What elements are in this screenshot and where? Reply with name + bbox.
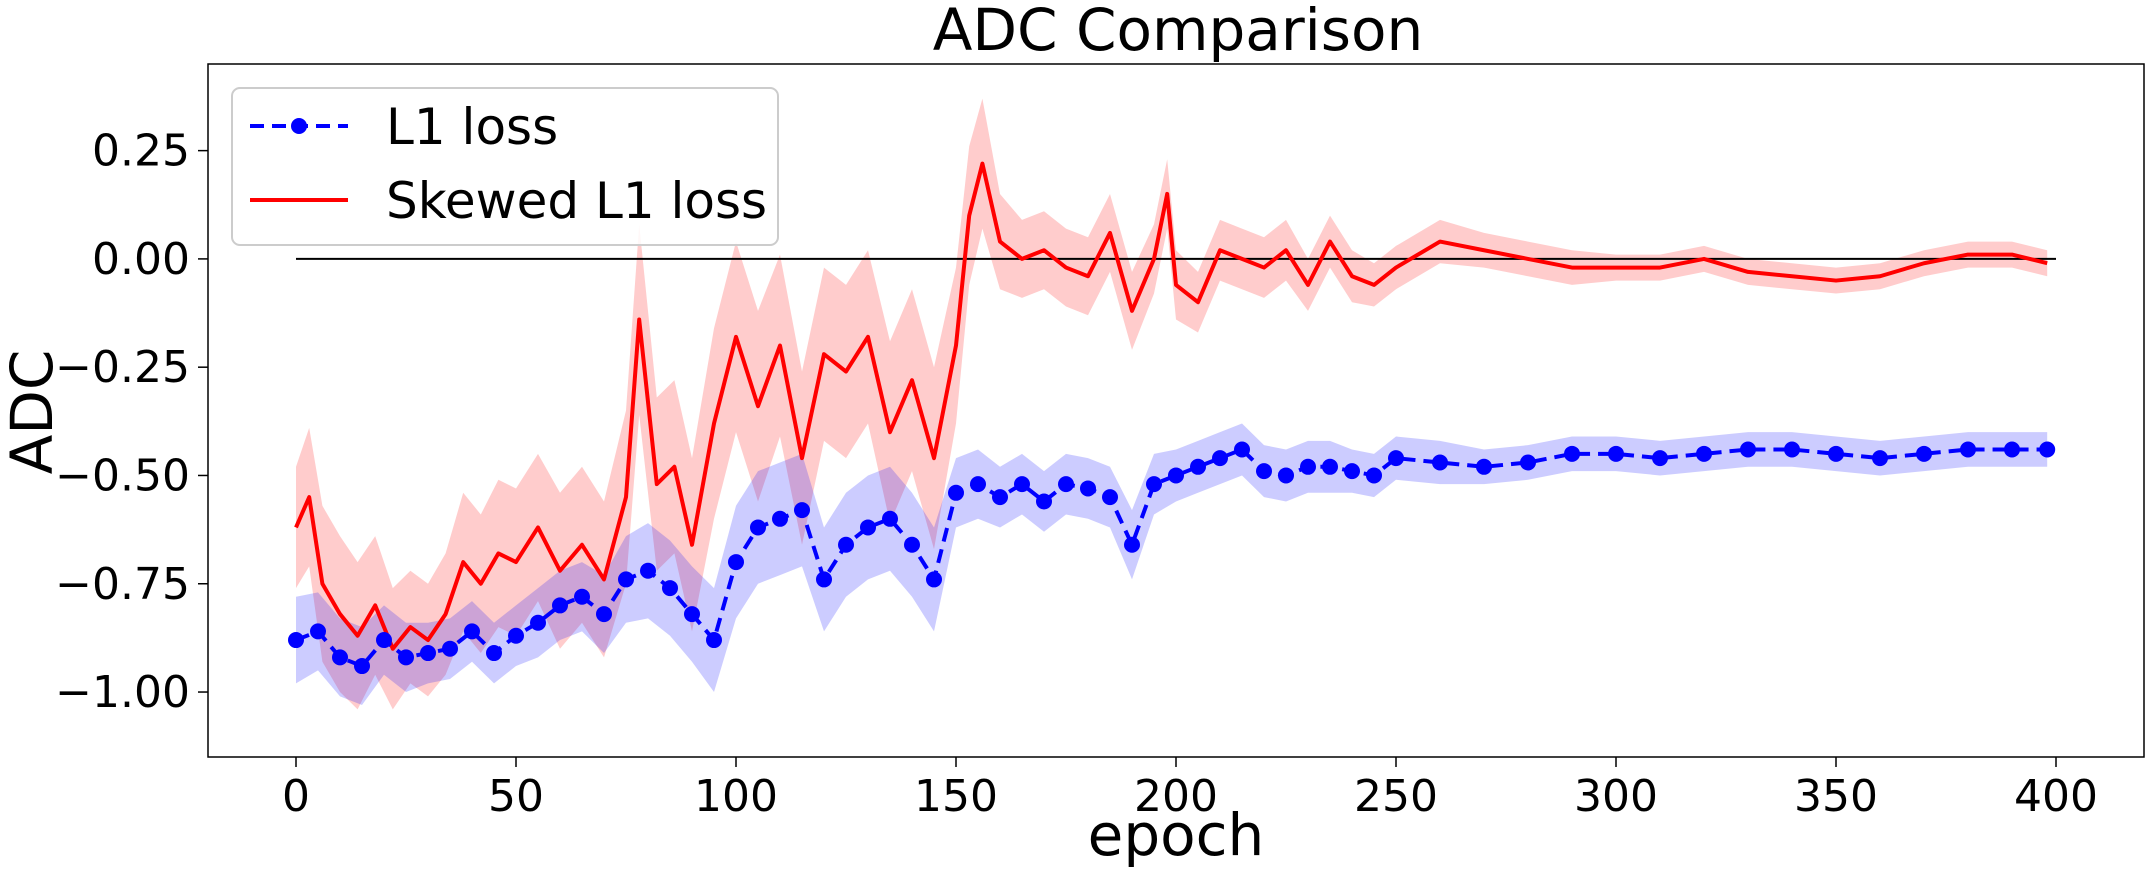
data-point-l1-loss [354,658,370,675]
data-point-l1-loss [420,645,436,662]
data-point-l1-loss [1696,445,1712,462]
data-point-l1-loss [1366,467,1382,484]
data-point-l1-loss [1278,467,1294,484]
data-point-l1-loss [288,632,304,649]
data-point-l1-loss [332,649,348,666]
series-markers [288,441,2056,675]
data-point-l1-loss [1520,454,1536,471]
data-point-l1-loss [1388,450,1404,467]
y-tick-label: −0.75 [55,559,190,610]
y-tick-label: −0.50 [55,450,190,501]
data-point-l1-loss [310,623,326,640]
legend-label-l1-loss: L1 loss [386,98,558,156]
data-point-l1-loss [1916,445,1932,462]
data-point-l1-loss [684,606,700,623]
x-tick-label: 300 [1574,771,1658,822]
data-point-l1-loss [574,588,590,605]
data-point-l1-loss [1960,441,1976,458]
data-point-l1-loss [1322,458,1338,475]
data-point-l1-loss [1146,476,1162,493]
data-point-l1-loss [816,571,832,588]
data-point-l1-loss [486,645,502,662]
legend-box [231,87,779,246]
data-point-l1-loss [926,571,942,588]
data-point-l1-loss [1124,536,1140,553]
data-point-l1-loss [970,476,986,493]
data-point-l1-loss [1564,445,1580,462]
data-point-l1-loss [992,489,1008,506]
data-point-l1-loss [662,580,678,597]
x-tick-label: 400 [2014,771,2098,822]
data-point-l1-loss [640,562,656,579]
data-point-l1-loss [1652,450,1668,467]
x-tick-label: 250 [1354,771,1438,822]
data-point-l1-loss [1168,467,1184,484]
data-point-l1-loss [530,614,546,631]
data-point-l1-loss [1784,441,1800,458]
data-point-l1-loss [904,536,920,553]
x-tick-label: 150 [914,771,998,822]
data-point-l1-loss [882,510,898,527]
data-point-l1-loss [1476,458,1492,475]
data-point-l1-loss [728,554,744,571]
data-point-l1-loss [376,632,392,649]
data-point-l1-loss [1432,454,1448,471]
data-point-l1-loss [1080,480,1096,497]
data-point-l1-loss [596,606,612,623]
band-skewed-l1-loss [296,98,2048,710]
chart-title: ADC Comparison [933,0,1424,64]
data-point-l1-loss [2004,441,2020,458]
data-point-l1-loss [464,623,480,640]
data-point-l1-loss [398,649,414,666]
data-point-l1-loss [1058,476,1074,493]
x-tick-label: 50 [488,771,544,822]
y-tick-label: 0.00 [92,234,190,285]
y-tick-label: −1.00 [55,667,190,718]
data-point-l1-loss [794,502,810,519]
y-axis-label: ADC [0,350,66,475]
data-point-l1-loss [1872,450,1888,467]
x-tick-label: 0 [282,771,310,822]
data-point-l1-loss [1344,463,1360,480]
data-point-l1-loss [1036,493,1052,510]
data-point-l1-loss [1256,463,1272,480]
legend: L1 loss Skewed L1 loss [231,87,779,246]
data-point-l1-loss [2039,441,2056,458]
data-point-l1-loss [1014,476,1030,493]
data-point-l1-loss [508,627,524,644]
data-point-l1-loss [772,510,788,527]
data-point-l1-loss [1300,458,1316,475]
data-point-l1-loss [1608,445,1624,462]
x-axis-label: epoch [1088,801,1265,869]
data-point-l1-loss [860,519,876,536]
x-tick-label: 100 [694,771,778,822]
x-axis-ticks: 0 50 100 150 200 250 300 350 400 [282,757,2098,822]
data-point-l1-loss [1190,458,1206,475]
data-point-l1-loss [552,597,568,614]
data-point-l1-loss [618,571,634,588]
y-tick-label: 0.25 [92,126,190,177]
data-point-l1-loss [1102,489,1118,506]
x-tick-label: 200 [1134,771,1218,822]
x-tick-label: 350 [1794,771,1878,822]
data-point-l1-loss [1212,450,1228,467]
data-point-l1-loss [1740,441,1756,458]
data-point-l1-loss [442,640,458,657]
legend-l1-marker [291,118,307,134]
data-point-l1-loss [838,536,854,553]
data-point-l1-loss [706,632,722,649]
y-tick-label: −0.25 [55,342,190,393]
y-axis-ticks: 0.25 0.00 −0.25 −0.50 −0.75 −1.00 [55,126,208,718]
data-point-l1-loss [1828,445,1844,462]
series-line-skewed-l1-loss [294,161,2048,651]
legend-label-skewed-l1-loss: Skewed L1 loss [386,172,767,230]
data-point-l1-loss [1234,441,1250,458]
data-point-l1-loss [948,484,964,501]
data-point-l1-loss [750,519,766,536]
